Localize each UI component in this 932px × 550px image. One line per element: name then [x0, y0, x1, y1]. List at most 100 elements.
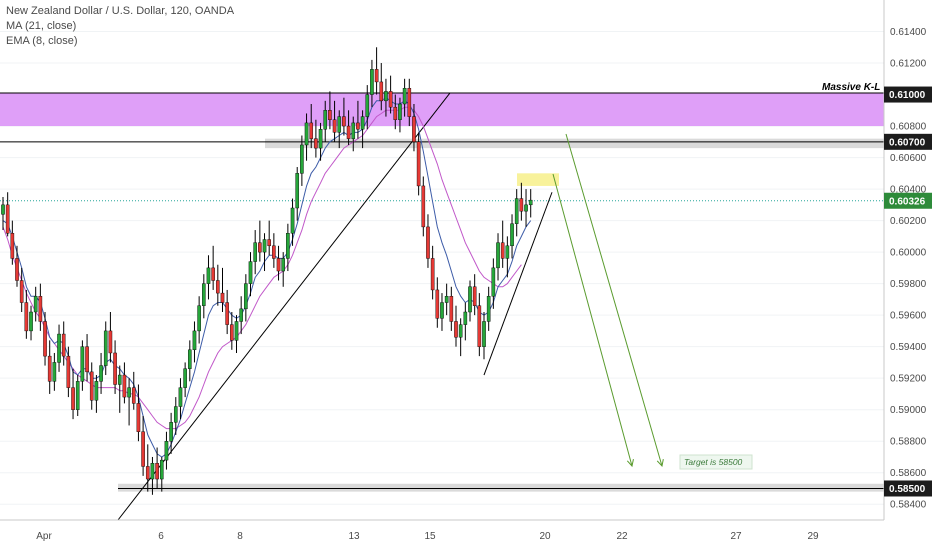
legend-ma: MA (21, close)	[6, 20, 77, 32]
trendline-rising	[117, 92, 451, 521]
price-badge	[884, 192, 932, 209]
price-badge	[884, 133, 932, 150]
candle-body	[66, 355, 71, 388]
candle-body	[89, 371, 94, 401]
candle-body	[47, 355, 52, 382]
projection-arrow-2	[565, 133, 663, 467]
price-tick-label: 0.60000	[890, 248, 927, 259]
candle-body	[173, 406, 178, 423]
candle-body	[351, 122, 356, 139]
candle-body	[505, 245, 510, 259]
candle-body	[528, 199, 533, 206]
candle-body	[262, 239, 267, 253]
candle-body	[430, 258, 435, 291]
candle-body	[300, 144, 304, 174]
time-tick-label: 29	[807, 531, 819, 542]
candle-body	[136, 403, 141, 432]
zone-massive-kl	[0, 92, 884, 127]
candle-body	[113, 352, 117, 385]
candle-body	[141, 431, 145, 467]
candle-body	[337, 116, 342, 133]
candle-body	[360, 116, 365, 130]
candle-body	[122, 374, 127, 398]
price-tick-label: 0.61200	[890, 59, 927, 70]
candle-body	[454, 321, 458, 338]
candle-body	[346, 125, 351, 139]
candle-body	[244, 283, 248, 310]
price-tick-label: 0.59800	[890, 279, 927, 290]
target-label-box	[679, 454, 753, 470]
time-tick-label: 22	[616, 531, 628, 542]
candle-body	[61, 333, 66, 357]
candle-body	[94, 381, 99, 401]
candle-body	[192, 330, 197, 351]
candle-body	[393, 106, 398, 120]
ma21-line	[2, 106, 522, 430]
chart-legend: New Zealand Dollar / U.S. Dollar, 120, O…	[6, 4, 234, 49]
candle-body	[486, 296, 491, 322]
candle-body	[314, 138, 318, 149]
candle-body	[202, 283, 206, 306]
price-tick-label: 0.59400	[890, 342, 927, 353]
candle-body	[211, 267, 215, 281]
candle-body	[239, 308, 243, 322]
candle-body	[220, 292, 225, 303]
time-tick-label: 6	[158, 531, 164, 542]
candle-body	[402, 88, 407, 105]
candle-body	[342, 116, 346, 127]
candle-body	[370, 69, 374, 95]
candle-body	[524, 204, 528, 212]
zone-58500	[118, 483, 884, 492]
price-tick-label: 0.61400	[890, 27, 927, 38]
candle-body	[304, 122, 309, 146]
price-tick-label: 0.60600	[890, 153, 927, 164]
candle-body	[150, 463, 155, 480]
candle-body	[444, 296, 449, 303]
candle-body	[281, 258, 286, 272]
candle-body	[164, 441, 169, 461]
candle-body	[5, 204, 10, 234]
candle-body	[514, 198, 519, 224]
price-badge-label: 0.60326	[889, 196, 926, 207]
candle-body	[440, 302, 444, 319]
candle-body	[379, 81, 384, 102]
candle-body	[286, 233, 290, 259]
candle-body	[258, 242, 262, 253]
price-badge-label: 0.58500	[889, 484, 926, 495]
time-tick-label: 13	[348, 531, 360, 542]
candle-body	[472, 286, 477, 306]
candle-body	[272, 245, 276, 259]
zone-60700	[265, 138, 884, 149]
candle-body	[80, 346, 85, 382]
price-tick-label: 0.59200	[890, 374, 927, 385]
candle-body	[178, 387, 183, 407]
candle-body	[435, 289, 440, 319]
candle-body	[183, 368, 187, 388]
candle-body	[290, 207, 295, 234]
candle-body	[510, 223, 514, 247]
candle-body	[318, 129, 323, 149]
price-tick-label: 0.59000	[890, 405, 927, 416]
candle-body	[463, 311, 468, 325]
chart-title: New Zealand Dollar / U.S. Dollar, 120, O…	[6, 5, 235, 17]
legend-ema: EMA (8, close)	[6, 35, 78, 47]
candle-body	[374, 69, 379, 83]
candle-body	[491, 267, 496, 297]
projection-arrow-2-head	[656, 459, 664, 468]
price-tick-label: 0.58600	[890, 468, 927, 479]
ema8-line	[2, 97, 532, 458]
massive-kl-label: Massive K-L	[822, 82, 880, 93]
candle-body	[216, 280, 220, 294]
candle-body	[38, 296, 43, 322]
candle-body	[468, 286, 472, 313]
target-label: Target is 58500	[684, 457, 743, 467]
projection-arrow-1	[552, 173, 633, 467]
candle-body	[496, 242, 500, 269]
candle-body	[169, 422, 173, 442]
time-tick-label: 8	[237, 531, 243, 542]
candle-body	[276, 258, 281, 272]
candle-body	[295, 173, 300, 209]
candle-body	[29, 311, 33, 332]
price-tick-label: 0.58400	[890, 500, 927, 511]
